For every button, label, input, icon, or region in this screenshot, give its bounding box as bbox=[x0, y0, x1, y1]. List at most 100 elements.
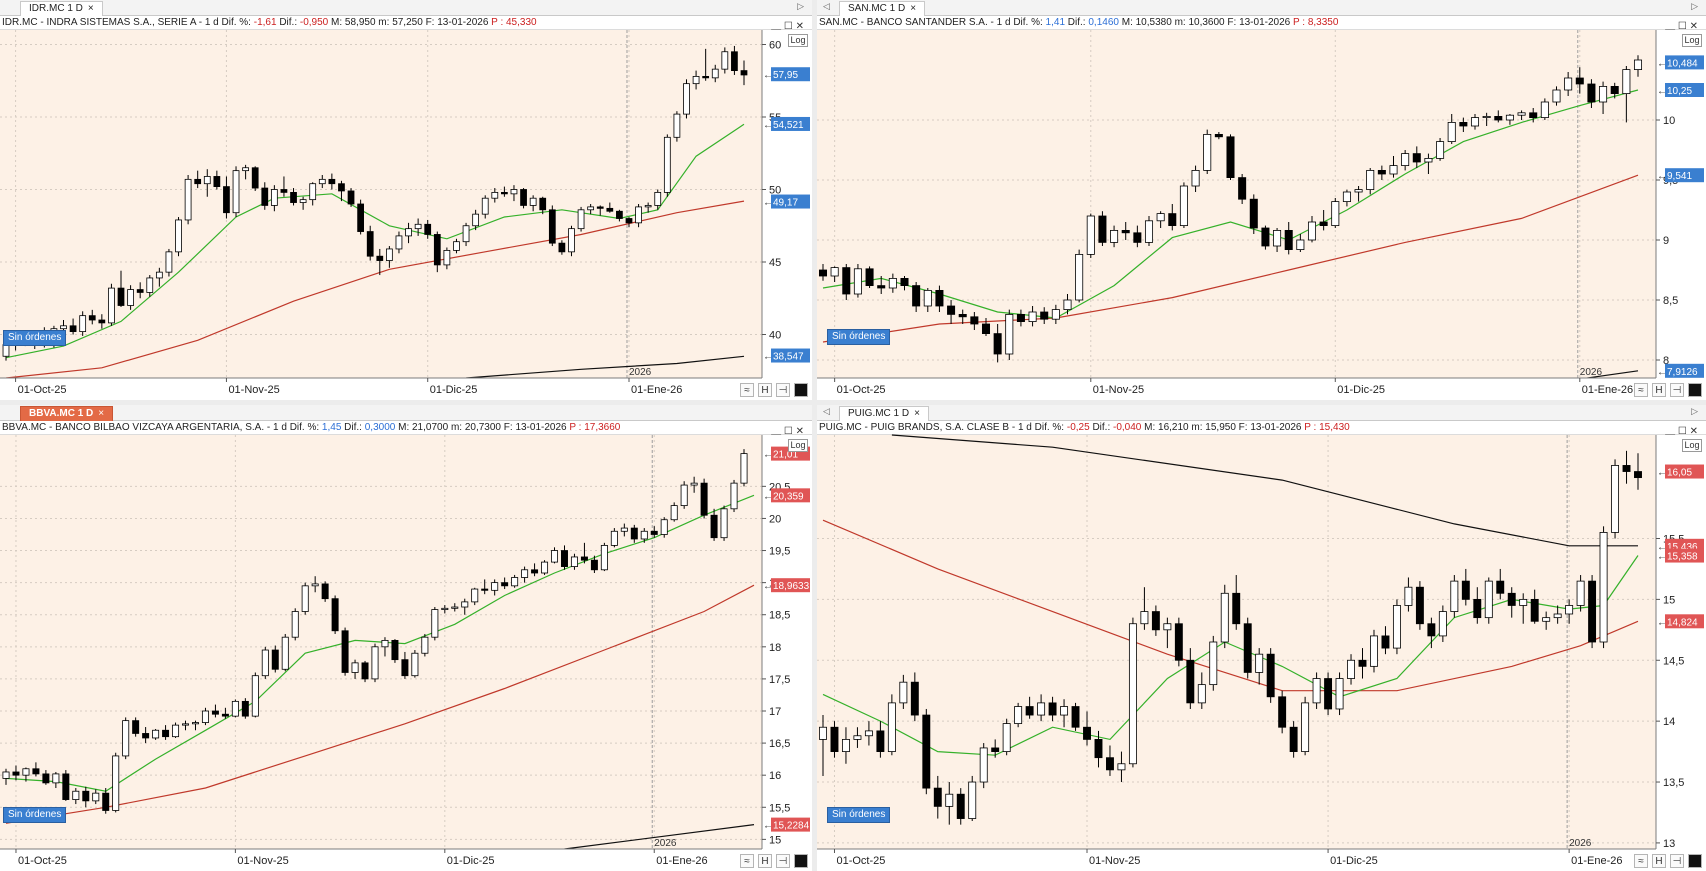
scroll-right-icon[interactable]: ▷ bbox=[1691, 406, 1698, 416]
candle bbox=[165, 248, 173, 277]
candle-body bbox=[683, 83, 690, 115]
close-icon[interactable]: × bbox=[910, 3, 917, 14]
candle-body bbox=[590, 559, 598, 571]
chart-panel-puig[interactable]: ◁ PUIG.MC 1 D × ▷ PUIG.MC - PUIG BRANDS, … bbox=[817, 405, 1706, 871]
date-tick-label: 01-Ene-26 bbox=[1571, 855, 1622, 867]
color-swatch-icon[interactable]: ■ bbox=[794, 854, 808, 868]
candle bbox=[290, 188, 297, 206]
candle bbox=[1450, 575, 1459, 618]
candle-body bbox=[1505, 114, 1514, 121]
candle bbox=[481, 579, 489, 595]
candle-body bbox=[401, 659, 409, 677]
date-tick-label: 01-Dic-25 bbox=[1330, 855, 1378, 867]
dif-pct-value: -0,25 bbox=[1066, 422, 1090, 433]
price-tag-label: 9,541 bbox=[1667, 171, 1692, 182]
candle bbox=[616, 209, 623, 222]
candle-body bbox=[644, 205, 652, 208]
window-controls[interactable]: ＿ ☐ ✕ bbox=[1665, 21, 1698, 32]
indicator-icon[interactable]: ≈ bbox=[1634, 383, 1648, 397]
tab-san[interactable]: SAN.MC 1 D × bbox=[839, 1, 926, 16]
candle bbox=[1354, 186, 1363, 202]
price-tag-arrow: ← bbox=[763, 198, 773, 209]
price-tag-arrow: ← bbox=[763, 70, 773, 81]
candle-body bbox=[933, 787, 942, 807]
indicator-icon[interactable]: ≈ bbox=[1634, 854, 1648, 868]
hline-icon[interactable]: H bbox=[1652, 383, 1666, 397]
hline-icon[interactable]: H bbox=[758, 854, 772, 868]
candle-body bbox=[1151, 611, 1160, 631]
candle bbox=[1243, 617, 1252, 679]
scroll-right-icon[interactable]: ▷ bbox=[1691, 1, 1698, 11]
chart-toolbar[interactable]: ≈ H ⊣ ■ bbox=[736, 854, 808, 868]
chart-toolbar[interactable]: ≈ H ⊣ ■ bbox=[1630, 854, 1702, 868]
price-tick-label: 45 bbox=[769, 257, 781, 269]
candle-body bbox=[1381, 635, 1390, 649]
candle-body bbox=[899, 681, 908, 704]
price-chart[interactable]: 202615,51514,51413,513←16,05←15,436←15,3… bbox=[817, 405, 1706, 871]
pin-icon[interactable]: ⊣ bbox=[1670, 854, 1684, 868]
price-chart[interactable]: 202620,52019,51918,51817,51716,51615,515… bbox=[0, 405, 812, 871]
candle bbox=[945, 782, 954, 825]
color-swatch-icon[interactable]: ■ bbox=[1688, 854, 1702, 868]
candle-body bbox=[411, 652, 419, 677]
chart-toolbar[interactable]: ≈ H ⊣ ■ bbox=[1630, 383, 1702, 397]
log-scale-button[interactable]: Log bbox=[788, 34, 808, 47]
chart-toolbar[interactable]: ≈ H ⊣ ■ bbox=[736, 383, 808, 397]
scroll-right-icon[interactable]: ▷ bbox=[797, 1, 804, 11]
candle-body bbox=[1377, 169, 1386, 175]
dif-value: -0,950 bbox=[299, 17, 329, 28]
candle bbox=[211, 704, 219, 718]
candle-body bbox=[1094, 739, 1103, 759]
chart-panel-idr[interactable]: IDR.MC 1 D × ▷ IDR.MC - INDRA SISTEMAS S.… bbox=[0, 0, 812, 400]
pin-icon[interactable]: ⊣ bbox=[776, 383, 790, 397]
candle bbox=[1238, 174, 1247, 204]
candle-body bbox=[981, 323, 991, 334]
tab-puig[interactable]: PUIG.MC 1 D × bbox=[839, 406, 929, 421]
log-scale-button[interactable]: Log bbox=[1682, 34, 1702, 47]
pin-icon[interactable]: ⊣ bbox=[1670, 383, 1684, 397]
candle bbox=[1014, 702, 1023, 728]
tab-idr[interactable]: IDR.MC 1 D × bbox=[20, 1, 103, 16]
candle-body bbox=[625, 218, 633, 224]
candle-body bbox=[1005, 313, 1014, 355]
date-tick-label: 01-Oct-25 bbox=[836, 855, 885, 867]
color-swatch-icon[interactable]: ■ bbox=[794, 383, 808, 397]
candle-body bbox=[610, 530, 618, 546]
price-chart[interactable]: 2026109,598,58←10,484←10,25←9,541←7,9126… bbox=[817, 0, 1706, 400]
dif-value: 0,1460 bbox=[1088, 17, 1119, 28]
window-controls[interactable]: ＿ ☐ ✕ bbox=[771, 21, 804, 32]
candle bbox=[541, 560, 549, 575]
window-controls[interactable]: ＿ ☐ ✕ bbox=[1665, 426, 1698, 437]
candle-body bbox=[1174, 623, 1183, 661]
close-icon[interactable]: × bbox=[98, 408, 105, 419]
hline-icon[interactable]: H bbox=[1652, 854, 1666, 868]
dif-pct-value: 1,45 bbox=[321, 422, 342, 433]
log-scale-button[interactable]: Log bbox=[788, 439, 808, 452]
indicator-icon[interactable]: ≈ bbox=[740, 854, 754, 868]
candle-body bbox=[371, 646, 379, 680]
candle bbox=[864, 721, 873, 746]
close-icon[interactable]: × bbox=[914, 408, 920, 419]
candle-body bbox=[1354, 189, 1363, 193]
candle bbox=[386, 246, 393, 268]
indicator-icon[interactable]: ≈ bbox=[740, 383, 754, 397]
candle-body bbox=[2, 771, 10, 779]
candle bbox=[680, 481, 688, 509]
scroll-left-icon[interactable]: ◁ bbox=[823, 1, 830, 11]
hline-icon[interactable]: H bbox=[758, 383, 772, 397]
chart-panel-bbva[interactable]: BBVA.MC 1 D × BBVA.MC - BANCO BILBAO VIZC… bbox=[0, 405, 812, 871]
candle-body bbox=[232, 170, 240, 214]
pin-icon[interactable]: ⊣ bbox=[776, 854, 790, 868]
candle bbox=[731, 45, 738, 75]
price-chart[interactable]: 20266055504540←57,95←54,521←49,17←38,547… bbox=[0, 0, 812, 400]
candle bbox=[1575, 67, 1584, 94]
window-controls[interactable]: ＿ ☐ ✕ bbox=[771, 426, 804, 437]
log-scale-button[interactable]: Log bbox=[1682, 439, 1702, 452]
tab-bbva[interactable]: BBVA.MC 1 D × bbox=[20, 406, 114, 421]
scroll-left-icon[interactable]: ◁ bbox=[823, 406, 830, 416]
color-swatch-icon[interactable]: ■ bbox=[1688, 383, 1702, 397]
candle-body bbox=[1540, 101, 1549, 119]
close-icon[interactable]: × bbox=[87, 3, 94, 14]
chart-panel-san[interactable]: ◁ SAN.MC 1 D × ▷ SAN.MC - BANCO SANTANDER… bbox=[817, 0, 1706, 400]
candle-body bbox=[1048, 702, 1057, 716]
